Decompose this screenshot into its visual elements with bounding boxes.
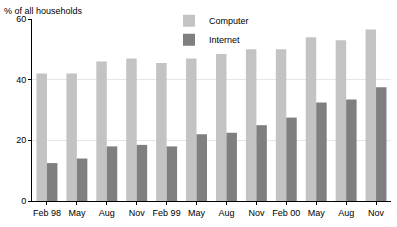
svg-text:Feb 98: Feb 98: [33, 208, 61, 218]
svg-text:May: May: [68, 208, 86, 218]
svg-text:Nov: Nov: [368, 208, 385, 218]
svg-text:60: 60: [16, 14, 26, 24]
svg-text:Aug: Aug: [99, 208, 115, 218]
svg-text:Feb 00: Feb 00: [272, 208, 300, 218]
svg-text:40: 40: [16, 75, 26, 85]
svg-text:Feb 99: Feb 99: [153, 208, 181, 218]
svg-text:May: May: [308, 208, 326, 218]
svg-text:Nov: Nov: [129, 208, 146, 218]
svg-text:May: May: [188, 208, 206, 218]
svg-text:Aug: Aug: [218, 208, 234, 218]
svg-text:Computer: Computer: [209, 16, 249, 26]
svg-text:Internet: Internet: [209, 35, 240, 45]
svg-text:0: 0: [21, 196, 26, 206]
svg-text:% of all households: % of all households: [4, 6, 83, 16]
svg-text:Aug: Aug: [338, 208, 354, 218]
svg-text:20: 20: [16, 135, 26, 145]
svg-text:Nov: Nov: [248, 208, 265, 218]
